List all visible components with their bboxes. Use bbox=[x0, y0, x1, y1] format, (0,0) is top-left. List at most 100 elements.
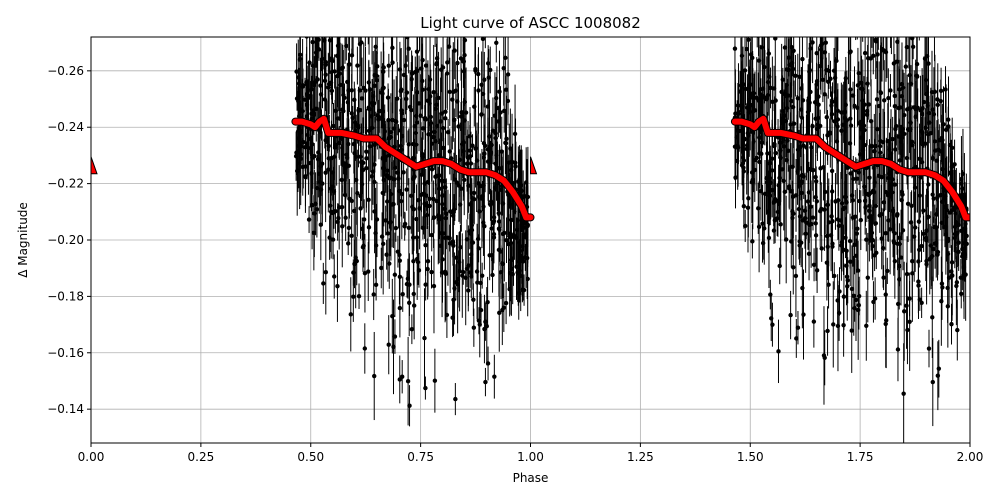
data-point bbox=[490, 128, 496, 133]
data-point bbox=[469, 274, 474, 279]
data-point bbox=[886, 95, 891, 101]
data-point bbox=[409, 107, 414, 113]
data-point bbox=[374, 78, 380, 83]
data-point bbox=[330, 237, 336, 242]
data-point bbox=[807, 100, 812, 105]
data-point bbox=[392, 177, 397, 182]
data-point bbox=[892, 182, 897, 187]
data-point bbox=[458, 56, 464, 61]
data-point bbox=[898, 255, 904, 260]
data-point bbox=[494, 40, 499, 46]
data-point bbox=[770, 322, 775, 327]
data-point bbox=[927, 256, 932, 262]
data-point bbox=[497, 166, 502, 171]
data-point bbox=[814, 268, 820, 273]
data-point bbox=[932, 224, 937, 230]
data-point bbox=[820, 77, 826, 83]
data-point bbox=[486, 134, 492, 139]
data-point bbox=[946, 117, 951, 122]
data-point bbox=[838, 218, 844, 223]
data-point bbox=[335, 283, 340, 289]
data-point bbox=[750, 239, 755, 244]
data-point bbox=[455, 60, 460, 66]
data-point bbox=[414, 216, 419, 222]
data-point bbox=[865, 81, 870, 86]
data-point bbox=[490, 272, 495, 278]
data-point bbox=[949, 260, 955, 265]
data-point bbox=[862, 50, 868, 56]
data-point bbox=[450, 97, 455, 102]
data-point bbox=[312, 112, 317, 118]
data-point bbox=[426, 132, 431, 137]
data-point bbox=[907, 296, 912, 301]
data-point bbox=[770, 99, 775, 105]
data-point bbox=[931, 196, 936, 201]
data-point bbox=[306, 217, 312, 222]
data-point bbox=[461, 269, 466, 275]
data-point bbox=[328, 209, 334, 215]
data-point bbox=[805, 199, 811, 204]
data-point bbox=[452, 48, 457, 53]
data-point bbox=[816, 94, 821, 99]
data-point bbox=[432, 378, 438, 383]
data-point bbox=[955, 327, 960, 333]
data-point bbox=[766, 235, 772, 241]
data-point bbox=[793, 273, 799, 279]
y-tick-label: −0.18 bbox=[47, 289, 84, 303]
data-point bbox=[935, 373, 941, 378]
data-point bbox=[373, 44, 378, 50]
data-point bbox=[372, 83, 377, 89]
data-point bbox=[525, 276, 530, 282]
data-point bbox=[923, 235, 929, 241]
data-point bbox=[423, 63, 429, 68]
data-point bbox=[508, 271, 514, 276]
data-point bbox=[443, 185, 448, 190]
data-point bbox=[825, 328, 830, 334]
y-tick-label: −0.16 bbox=[47, 346, 84, 360]
data-point bbox=[842, 109, 848, 115]
data-point bbox=[422, 115, 428, 121]
data-point bbox=[482, 143, 488, 148]
data-point bbox=[337, 71, 342, 76]
data-point bbox=[836, 310, 842, 316]
data-point bbox=[873, 203, 879, 209]
data-point bbox=[367, 144, 373, 149]
data-point bbox=[901, 309, 907, 314]
data-point bbox=[881, 275, 886, 280]
data-point bbox=[821, 353, 827, 358]
data-point bbox=[919, 300, 924, 306]
data-point bbox=[410, 204, 415, 210]
data-point bbox=[493, 161, 498, 166]
data-point bbox=[318, 83, 323, 88]
data-point bbox=[386, 117, 391, 123]
data-point bbox=[766, 51, 772, 56]
data-point bbox=[313, 50, 319, 55]
data-point bbox=[311, 230, 317, 235]
data-point bbox=[341, 161, 347, 166]
data-point bbox=[300, 83, 306, 88]
data-point bbox=[935, 97, 940, 102]
data-point bbox=[853, 214, 858, 219]
data-point bbox=[485, 61, 491, 66]
data-point bbox=[959, 291, 964, 297]
data-point bbox=[521, 287, 527, 293]
data-point bbox=[921, 99, 927, 105]
y-tick-label: −0.20 bbox=[47, 233, 84, 247]
data-point bbox=[819, 246, 824, 251]
data-point bbox=[892, 93, 897, 99]
data-point bbox=[308, 87, 314, 92]
data-point bbox=[366, 269, 371, 274]
y-tick-label: −0.22 bbox=[47, 177, 84, 191]
x-tick-label: 0.25 bbox=[188, 450, 215, 464]
data-point bbox=[411, 303, 417, 308]
data-point bbox=[322, 78, 328, 84]
data-point bbox=[478, 183, 483, 189]
data-point bbox=[811, 319, 817, 324]
data-point bbox=[760, 221, 765, 226]
data-point bbox=[866, 102, 872, 107]
data-point bbox=[855, 268, 861, 273]
data-point bbox=[834, 58, 839, 64]
data-point bbox=[878, 150, 883, 155]
data-point bbox=[402, 224, 407, 229]
data-point bbox=[930, 379, 935, 385]
